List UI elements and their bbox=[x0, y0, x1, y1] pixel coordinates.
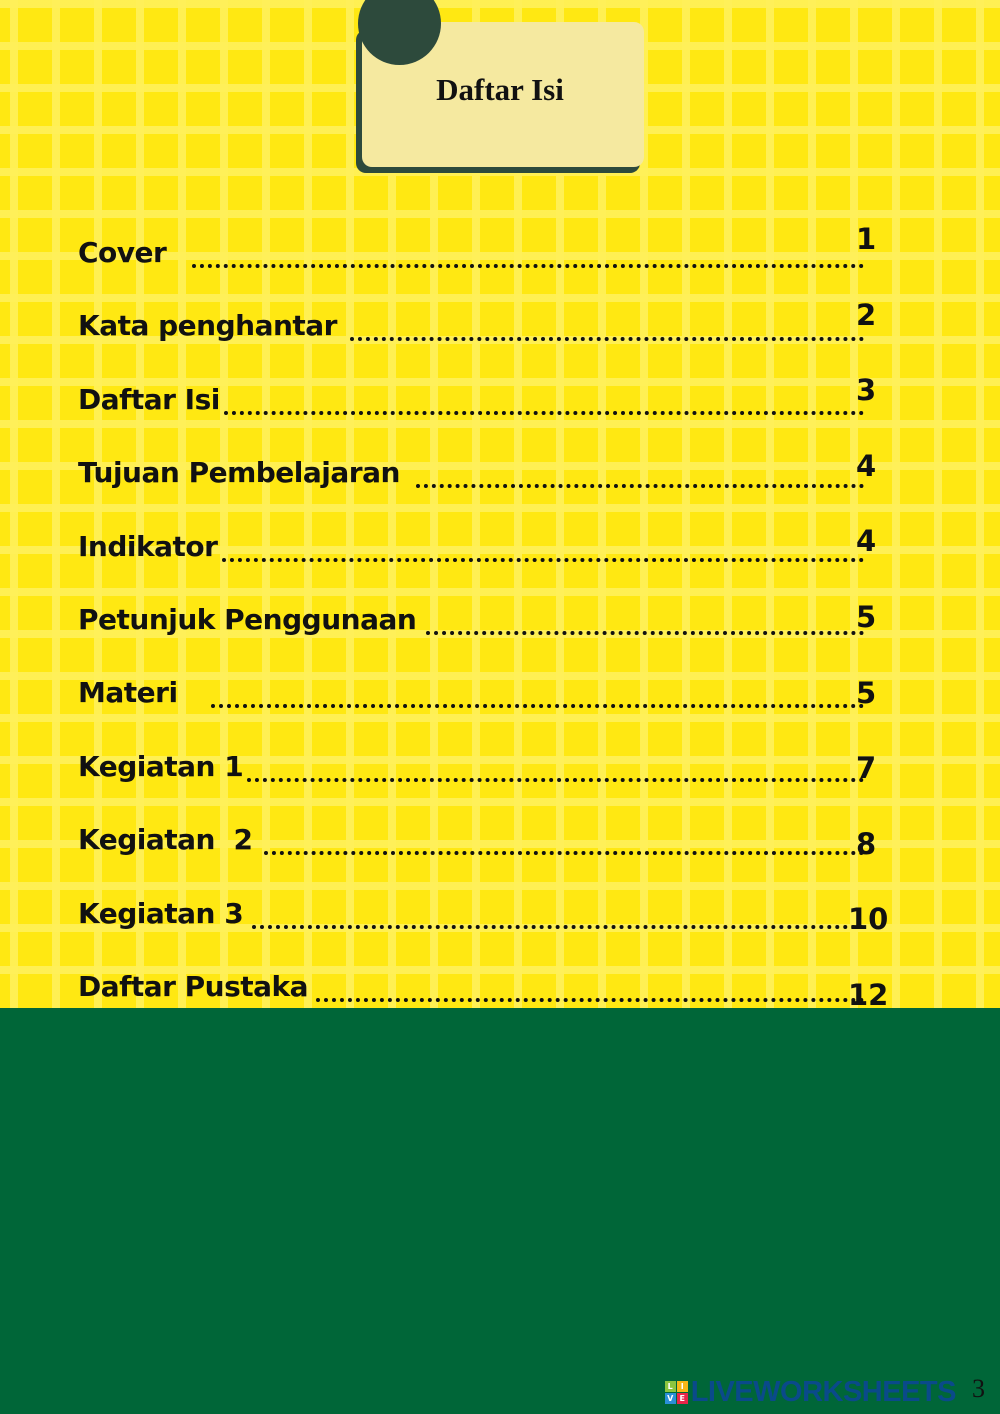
toc-entry[interactable]: Cover 1 bbox=[78, 222, 888, 305]
toc-page-number: 5 bbox=[856, 675, 877, 710]
dot-leader bbox=[252, 924, 864, 929]
toc-label: Cover bbox=[78, 236, 167, 269]
logo-tile: V bbox=[664, 1393, 676, 1404]
toc-entry[interactable]: Daftar Pustaka 12 bbox=[78, 966, 888, 1039]
dot-leader bbox=[211, 704, 864, 709]
toc-page-number: 10 bbox=[848, 902, 889, 937]
toc-page-number: 1 bbox=[856, 222, 877, 256]
toc-entry[interactable]: Kegiatan 1 7 bbox=[78, 746, 888, 819]
toc-page-number: 4 bbox=[856, 524, 877, 559]
toc-page-number: 8 bbox=[856, 826, 877, 861]
toc-page-number: 5 bbox=[856, 599, 877, 634]
watermark: L I V E LIVEWORKSHEETS bbox=[664, 1376, 957, 1409]
toc-page-number: 12 bbox=[848, 977, 889, 1012]
decorative-circle bbox=[358, 0, 441, 65]
toc-label: Indikator bbox=[78, 529, 218, 563]
toc-entry[interactable]: Daftar Isi 3 bbox=[78, 373, 888, 452]
toc-page-number: 2 bbox=[856, 297, 877, 332]
toc-label: Kegiatan 1 bbox=[78, 749, 244, 783]
toc-entry[interactable]: Kegiatan 2 8 bbox=[78, 819, 888, 892]
toc-label: Kegiatan 3 bbox=[78, 896, 244, 930]
toc-label: Daftar Isi bbox=[78, 382, 220, 416]
toc-label: Kegiatan 2 bbox=[78, 823, 253, 857]
toc-page-number: 3 bbox=[856, 373, 877, 408]
dot-leader bbox=[264, 851, 864, 856]
dot-leader bbox=[247, 777, 864, 782]
logo-tile: E bbox=[676, 1393, 688, 1404]
toc-entry[interactable]: Tujuan Pembelajaran 4 bbox=[78, 448, 888, 525]
dot-leader bbox=[224, 410, 864, 415]
toc-page-number: 4 bbox=[856, 448, 877, 483]
dot-leader bbox=[316, 997, 864, 1002]
watermark-text: LIVEWORKSHEETS bbox=[690, 1376, 957, 1408]
toc-page-number: 7 bbox=[856, 751, 877, 786]
logo-tile: I bbox=[676, 1381, 688, 1392]
toc-entry[interactable]: Petunjuk Penggunaan 5 bbox=[78, 599, 888, 672]
toc-label: Daftar Pustaka bbox=[78, 969, 309, 1003]
page-title: Daftar Isi bbox=[436, 72, 564, 107]
page-number: 3 bbox=[972, 1374, 985, 1403]
toc-entry[interactable]: Kegiatan 3 10 bbox=[78, 893, 888, 966]
liveworksheets-logo-icon: L I V E bbox=[664, 1381, 688, 1404]
toc-entry[interactable]: Materi 5 bbox=[78, 672, 888, 745]
toc-label: Tujuan Pembelajaran bbox=[78, 456, 400, 490]
toc-label: Kata penghantar bbox=[78, 309, 337, 343]
table-of-contents: Cover 1 Kata penghantar 2 Daftar Isi 3 Tujuan … bbox=[78, 222, 888, 1039]
dot-leader bbox=[416, 484, 864, 489]
toc-label: Materi bbox=[78, 676, 178, 710]
dot-leader bbox=[192, 264, 864, 268]
dot-leader bbox=[426, 630, 864, 635]
logo-tile: L bbox=[664, 1381, 676, 1392]
toc-label: Petunjuk Penggunaan bbox=[78, 602, 417, 636]
toc-entry[interactable]: Kata penghantar 2 bbox=[78, 298, 888, 378]
footer-band bbox=[0, 1008, 1000, 1414]
toc-entry[interactable]: Indikator 4 bbox=[78, 524, 888, 599]
dot-leader bbox=[350, 337, 864, 342]
dot-leader bbox=[222, 557, 864, 562]
